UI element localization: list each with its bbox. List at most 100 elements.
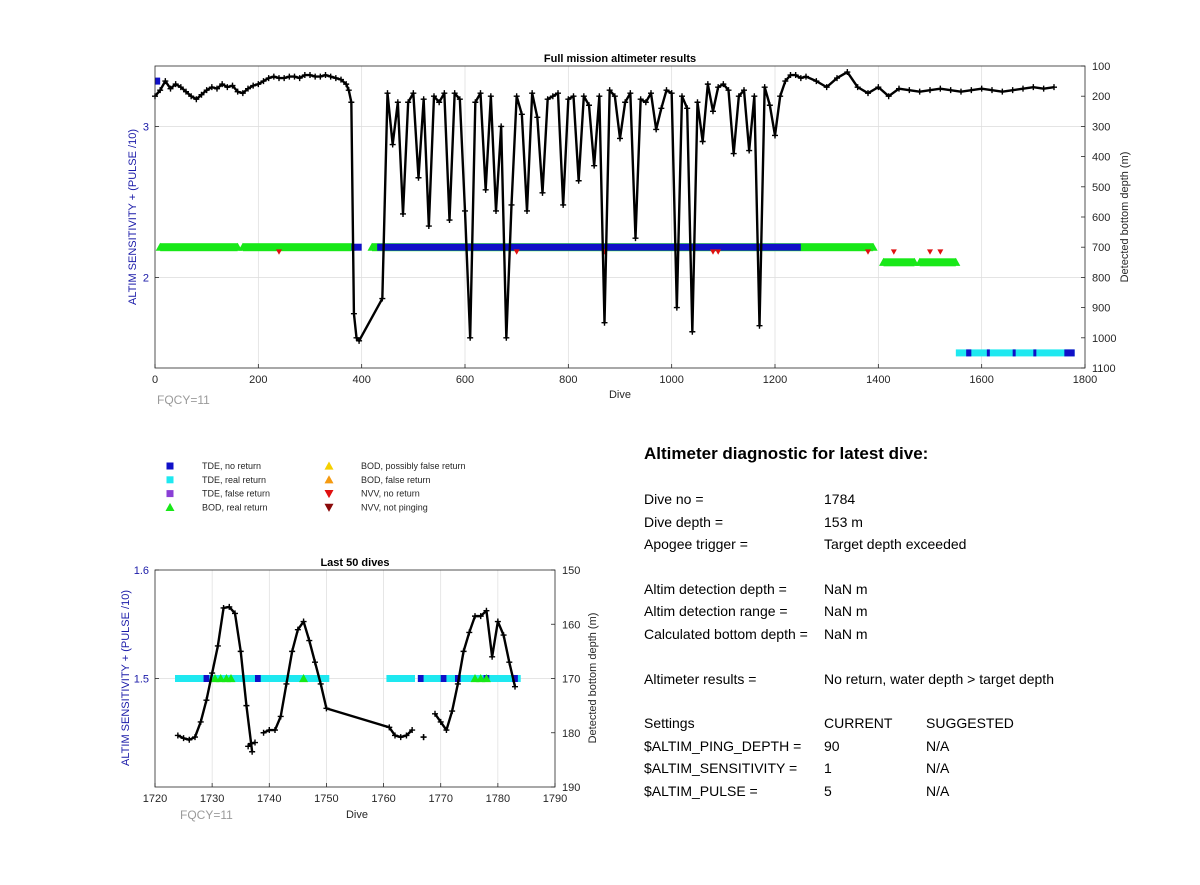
depth-point-marker: [632, 235, 639, 242]
dive-no-row: Dive no = 1784: [644, 488, 1184, 511]
depth-point-marker: [797, 75, 804, 82]
depth-point-marker: [420, 96, 427, 103]
dive-depth-value: 153 m: [824, 513, 863, 530]
depth-point-marker: [751, 93, 758, 100]
depth-point-marker: [875, 84, 882, 91]
detect-range-label: Altim detection range =: [644, 603, 788, 620]
x-tick-label: 1730: [200, 793, 224, 805]
bod-real-return-marker: [226, 674, 236, 683]
depth-point-marker: [730, 150, 737, 157]
depth-point-marker: [296, 75, 303, 82]
depth-point-marker: [487, 93, 494, 100]
current-header: CURRENT: [824, 715, 893, 732]
depth-point-marker: [494, 618, 501, 625]
legend-square-marker: [166, 490, 174, 498]
left-tick-label: 1.6: [134, 565, 149, 577]
depth-point-marker: [580, 93, 587, 100]
depth-point-marker: [710, 108, 716, 115]
x-tick-label: 1720: [143, 793, 167, 805]
depth-point-marker: [916, 88, 923, 95]
bottom-chart-left-ylabel: ALTIM SENSITIVITY + (PULSE /10): [120, 590, 132, 766]
top-chart-title: Full mission altimeter results: [544, 53, 696, 65]
tde-no-return-marker: [351, 243, 362, 251]
depth-point-marker: [694, 99, 701, 106]
bod-real-return-marker: [951, 257, 961, 266]
depth-point-marker: [648, 90, 654, 97]
depth-line: [154, 70, 1055, 343]
depth-point-marker: [813, 78, 820, 85]
bod-real-return-marker: [476, 674, 486, 683]
depth-point-marker: [294, 626, 301, 633]
bottom-chart-fqcy-annotation: FQCY=11: [180, 808, 233, 822]
right-tick-label: 150: [562, 565, 580, 577]
depth-point-marker: [441, 90, 448, 97]
setting-current: 90: [824, 737, 840, 754]
depth-point-marker: [611, 93, 618, 100]
depth-point-marker: [978, 85, 985, 92]
tde-no-return-marker: [203, 675, 210, 682]
legend-label: TDE, real return: [202, 475, 266, 485]
depth-point-marker: [766, 102, 773, 109]
depth-point-marker: [249, 748, 256, 755]
depth-point-marker: [684, 105, 691, 112]
depth-point-marker: [289, 648, 296, 655]
depth-point-marker: [392, 732, 398, 739]
depth-point-marker: [653, 126, 660, 133]
depth-point-marker: [518, 111, 525, 118]
x-tick-label: 0: [152, 374, 158, 386]
depth-point-marker: [834, 75, 840, 82]
legend-label: BOD, real return: [202, 502, 268, 512]
depth-point-marker: [506, 659, 513, 666]
legend-label: BOD, false return: [361, 475, 431, 485]
depth-point-marker: [449, 708, 456, 715]
depth-point-marker: [756, 322, 763, 329]
bod-real-return-marker: [299, 674, 309, 683]
detect-range-row: Altim detection range = NaN m: [644, 600, 1184, 623]
bottom-depth-value: NaN m: [824, 625, 868, 642]
tde-real-return-marker: [386, 675, 415, 682]
depth-point-marker: [741, 87, 747, 94]
legend-label: NVV, not pinging: [361, 502, 428, 512]
depth-point-marker: [575, 177, 582, 184]
depth-point-marker: [472, 99, 479, 106]
depth-point-marker: [989, 87, 995, 94]
depth-point-marker: [286, 73, 293, 80]
x-tick-label: 600: [456, 374, 474, 386]
bottom-chart-xlabel: Dive: [346, 809, 368, 821]
x-tick-label: 1000: [659, 374, 683, 386]
depth-point-marker: [617, 135, 623, 142]
x-tick-label: 1790: [543, 793, 567, 805]
depth-point-marker: [854, 84, 861, 91]
depth-point-marker: [386, 724, 393, 731]
top-chart-depth-series: [152, 69, 1057, 344]
depth-point-marker: [322, 72, 329, 79]
depth-line: [434, 609, 517, 732]
depth-point-marker: [232, 610, 238, 617]
depth-point-marker: [219, 81, 226, 88]
x-tick-label: 1800: [1073, 374, 1097, 386]
depth-point-marker: [252, 739, 258, 746]
depth-point-marker: [323, 705, 330, 712]
setting-suggested: N/A: [926, 760, 950, 777]
bod-real-return-marker: [481, 674, 491, 683]
depth-point-marker: [477, 90, 484, 97]
depth-point-marker: [725, 87, 732, 94]
depth-point-marker: [198, 91, 205, 98]
depth-point-marker: [865, 90, 871, 97]
depth-point-marker: [281, 75, 288, 82]
depth-point-marker: [454, 680, 461, 687]
depth-point-marker: [397, 734, 404, 741]
right-tick-label: 100: [1092, 61, 1110, 73]
setting-row: $ALTIM_SENSITIVITY = 1 N/A: [644, 757, 1184, 780]
depth-point-marker: [642, 99, 649, 106]
nvv-no-return-marker: [276, 249, 282, 255]
dive-no-value: 1784: [824, 491, 856, 507]
setting-row: $ALTIM_PULSE = 5 N/A: [644, 780, 1184, 803]
tde-no-return-marker: [1064, 349, 1075, 357]
depth-point-marker: [663, 87, 670, 94]
right-tick-label: 170: [562, 674, 580, 686]
legend-label: TDE, false return: [202, 489, 270, 499]
depth-point-marker: [466, 629, 473, 636]
depth-point-marker: [348, 99, 355, 106]
depth-point-marker: [214, 85, 220, 92]
